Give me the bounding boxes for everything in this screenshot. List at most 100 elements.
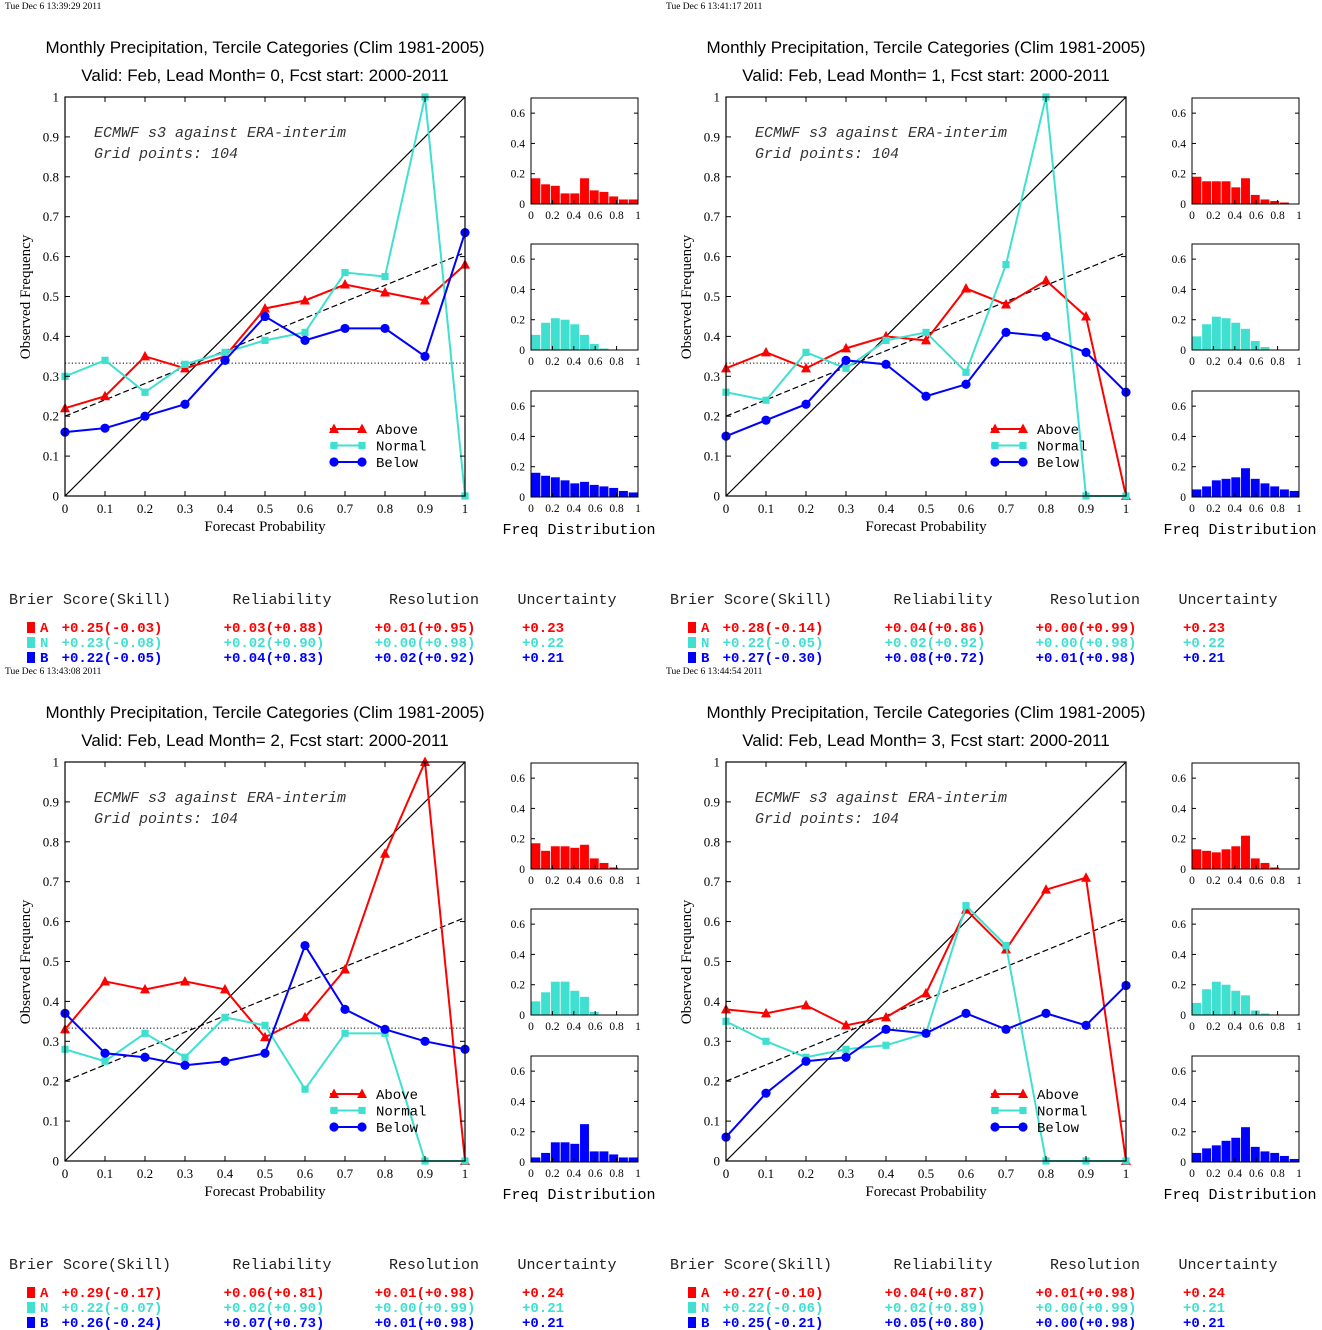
data-point-below	[1081, 1020, 1091, 1030]
freq-histogram-normal: 0 0.2 0.4 0.6 0 0.2 0.4 0.6 0.8 1	[511, 908, 641, 1033]
score-header: Resolution	[389, 592, 479, 609]
score-tag: N	[40, 1301, 48, 1317]
score-tag: N	[40, 636, 48, 652]
x-axis-label: Forecast Probability	[865, 1184, 987, 1200]
legend-marker	[991, 1106, 999, 1115]
y-tick-label: 0.3	[43, 369, 59, 384]
y-tick-label: 0.6	[1172, 401, 1187, 413]
legend-label: Below	[1037, 1121, 1080, 1137]
freq-histogram-below: 0 0.2 0.4 0.6 0 0.2 0.4 0.6 0.8 1	[1172, 390, 1302, 515]
x-tick-label: 0.6	[588, 356, 603, 368]
data-point-below	[801, 1056, 811, 1066]
x-tick-label: 0.2	[1206, 875, 1221, 887]
data-point-below	[1001, 1024, 1011, 1034]
no-skill-line	[725, 917, 1127, 1082]
timestamp: Tue Dec 6 13:44:54 2011	[666, 667, 763, 677]
legend-marker	[990, 457, 1000, 467]
reliability-plot: 0 0.1 0.2 0.3 0.4 0.5 0.6 0.7 0.8 0.9 1 0 0.1 0.2 0.3 0…	[18, 755, 470, 1200]
data-point-below	[881, 359, 891, 369]
legend-marker	[329, 457, 339, 467]
brier-score: +0.27(-0.30)	[723, 651, 824, 667]
histogram-bar	[560, 193, 570, 204]
x-tick-label: 0.1	[758, 501, 774, 516]
uncertainty-score: +0.23	[522, 621, 564, 637]
y-tick-label: 0.6	[511, 1066, 526, 1078]
histogram-bar	[1279, 1155, 1289, 1162]
histogram-bar	[550, 318, 560, 350]
histogram-frame	[530, 97, 639, 205]
histogram-bar	[541, 322, 551, 350]
data-point-above	[1081, 310, 1091, 321]
y-tick-label: 0.7	[704, 874, 721, 889]
x-tick-label: 1	[1123, 501, 1130, 516]
y-tick-label: 0.1	[704, 1114, 720, 1129]
legend-marker	[357, 457, 367, 467]
data-point-normal	[842, 364, 850, 372]
data-point-normal	[101, 1057, 109, 1065]
y-tick-label: 0	[519, 492, 525, 504]
no-skill-line	[64, 252, 466, 417]
histogram-bar	[599, 486, 609, 497]
x-tick-label: 0.4	[217, 1166, 234, 1181]
x-tick-label: 1	[635, 875, 641, 887]
y-tick-label: 0.6	[511, 919, 526, 931]
histogram-bar	[1192, 336, 1202, 350]
reliability-plot: 0 0.1 0.2 0.3 0.4 0.5 0.6 0.7 0.8 0.9 1 0 0.1 0.2 0.3 0…	[679, 755, 1131, 1200]
x-tick-label: 0	[528, 1021, 534, 1033]
no-skill-line	[64, 917, 466, 1082]
histogram-bar	[599, 1151, 609, 1162]
histogram-bar	[1241, 995, 1250, 1015]
legend-marker	[357, 1122, 367, 1132]
uncertainty-score: +0.24	[522, 1286, 564, 1302]
y-tick-label: 0.9	[43, 794, 59, 809]
series-line-below	[64, 232, 466, 434]
x-tick-label: 0.2	[1206, 1168, 1221, 1180]
uncertainty-score: +0.21	[522, 1301, 564, 1317]
y-tick-label: 0.5	[43, 289, 59, 304]
reliability-score: +0.02(+0.92)	[885, 636, 986, 652]
histogram-bar	[1221, 318, 1231, 350]
data-point-below	[300, 335, 310, 345]
x-tick-label: 0.2	[545, 210, 560, 222]
y-axis-label: Observed Frequency	[18, 899, 34, 1024]
x-tick-label: 0.5	[257, 501, 273, 516]
y-tick-label: 0	[519, 345, 525, 357]
y-tick-label: 0.2	[511, 462, 526, 474]
brier-score: +0.25(-0.21)	[723, 1316, 824, 1330]
y-tick-label: 0.4	[511, 1096, 526, 1108]
histogram-bar	[1221, 478, 1231, 497]
score-tag: A	[40, 621, 49, 637]
y-tick-label: 0.2	[1172, 169, 1187, 181]
y-tick-label: 0.3	[43, 1034, 59, 1049]
x-tick-label: 0.6	[958, 1166, 975, 1181]
data-point-above	[420, 294, 430, 305]
legend-label: Below	[1037, 456, 1080, 472]
x-tick-label: 1	[1296, 1021, 1302, 1033]
legend-marker	[1018, 423, 1028, 433]
reliability-score: +0.06(+0.81)	[224, 1286, 325, 1302]
x-tick-label: 0	[62, 1166, 69, 1181]
data-point-above	[260, 1031, 270, 1042]
data-point-above	[1041, 884, 1051, 894]
histogram-bar	[560, 981, 570, 1015]
chart-title: Monthly Precipitation, Tercile Categorie…	[706, 38, 1145, 57]
histogram-bar	[599, 862, 609, 869]
histogram-bar	[1202, 989, 1212, 1015]
x-tick-label: 0.8	[1270, 503, 1285, 515]
score-tag: A	[701, 621, 710, 637]
legend-label: Above	[376, 423, 418, 439]
histogram-frame	[1191, 908, 1300, 1016]
data-point-normal	[181, 360, 189, 368]
histogram-bar	[609, 487, 619, 497]
x-tick-label: 0.6	[588, 503, 603, 515]
x-tick-label: 1	[635, 1168, 641, 1180]
histogram-bar	[570, 990, 580, 1015]
legend-marker	[358, 1106, 366, 1115]
resolution-score: +0.01(+0.98)	[375, 1316, 476, 1330]
x-tick-label: 0.4	[878, 1166, 895, 1181]
score-color-key	[27, 622, 35, 633]
y-tick-label: 0.7	[43, 209, 60, 224]
histogram-bar	[589, 1011, 599, 1015]
legend-marker	[991, 441, 999, 450]
score-table: Brier Score(Skill) Reliability Resolution U…	[9, 592, 617, 667]
